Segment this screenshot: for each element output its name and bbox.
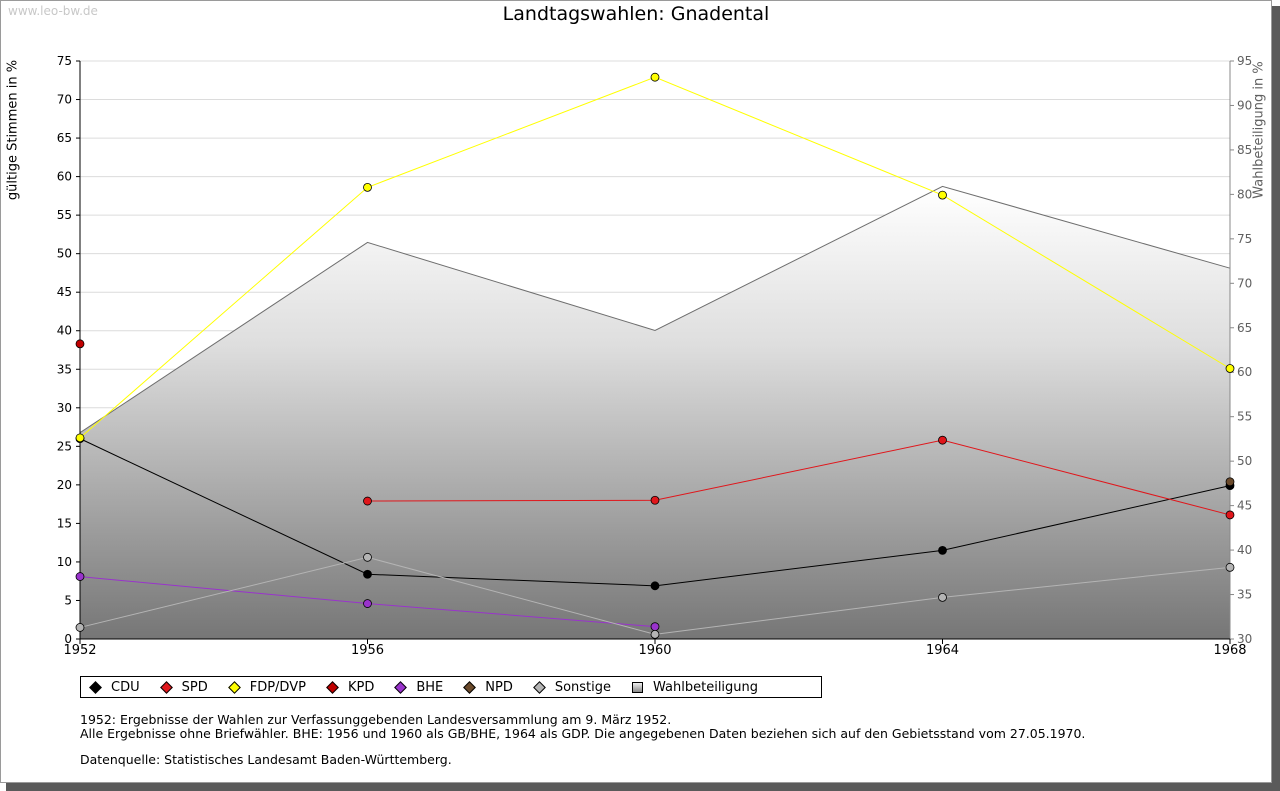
legend-item-bhe: BHE <box>394 680 443 695</box>
data-point-bhe <box>650 622 660 632</box>
legend-marker-icon <box>227 681 241 694</box>
data-source: Datenquelle: Statistisches Landesamt Bad… <box>80 752 452 767</box>
legend-item-kpd: KPD <box>326 680 374 695</box>
data-point-sonstige <box>75 623 85 632</box>
legend-marker-icon <box>394 681 408 694</box>
legend-item-wahlbeteiligung: Wahlbeteiligung <box>631 680 758 695</box>
y-tick-label: 10 <box>57 555 72 569</box>
legend-item-cdu: CDU <box>89 680 140 695</box>
data-point-bhe <box>75 572 85 581</box>
data-point-cdu <box>363 569 372 579</box>
y2-tick-label: 90 <box>1237 98 1252 112</box>
data-point-fdpdvp <box>75 433 85 443</box>
y-tick-label: 35 <box>57 362 72 376</box>
y-tick-label: 30 <box>57 401 72 415</box>
y2-tick-label: 55 <box>1237 410 1252 424</box>
legend-marker-icon <box>463 681 477 694</box>
legend-marker-icon <box>159 681 173 694</box>
legend-marker-icon <box>532 681 546 694</box>
y-tick-label: 70 <box>57 93 72 107</box>
footnote-line-1: 1952: Ergebnisse der Wahlen zur Verfassu… <box>80 712 672 727</box>
y-tick-label: 0 <box>64 632 72 646</box>
y2-tick-label: 85 <box>1237 143 1252 157</box>
data-point-fdpdvp <box>650 72 660 82</box>
x-tick-label: 1956 <box>351 643 384 658</box>
legend: CDU SPD FDP/DVP KPD BHE NPD Sonstige Wah… <box>80 676 822 698</box>
data-point-fdpdvp <box>363 182 372 192</box>
y-tick-label: 55 <box>57 208 72 222</box>
data-point-fdpdvp <box>938 190 947 200</box>
y-tick-label: 20 <box>57 478 72 492</box>
y-tick-label: 40 <box>57 324 72 338</box>
watermark: www.leo-bw.de <box>8 4 98 18</box>
legend-label: FDP/DVP <box>249 679 306 695</box>
data-point-sonstige <box>363 552 372 562</box>
y-tick-label: 15 <box>57 516 72 530</box>
data-point-sonstige <box>1225 562 1235 572</box>
y-tick-label: 50 <box>57 247 72 261</box>
legend-label: Sonstige <box>554 679 612 695</box>
legend-marker-icon <box>326 681 339 694</box>
y2-tick-label: 75 <box>1237 232 1252 246</box>
y2-tick-label: 50 <box>1237 454 1252 468</box>
y2-tick-label: 35 <box>1237 588 1252 602</box>
x-tick-label: 1964 <box>926 643 959 658</box>
data-point-spd <box>938 435 947 445</box>
legend-item-sonstige: Sonstige <box>532 679 612 695</box>
turnout-line <box>79 185 1231 434</box>
chart-title: Landtagswahlen: Gnadental <box>502 3 770 25</box>
data-point-sonstige <box>938 592 947 602</box>
turnout-area <box>80 186 1230 640</box>
data-point-kpd <box>75 339 85 349</box>
y2-tick-label: 30 <box>1237 632 1252 646</box>
frame-shadow-right <box>1272 6 1280 791</box>
y-tick-label: 60 <box>57 170 72 184</box>
x-tick-label: 1968 <box>1213 643 1246 658</box>
legend-item-spd: SPD <box>159 679 208 695</box>
footnotes: 1952: Ergebnisse der Wahlen zur Verfassu… <box>80 713 1085 767</box>
y2-tick-label: 40 <box>1237 543 1252 557</box>
y-tick-label: 45 <box>57 285 72 299</box>
data-point-npd <box>1225 477 1235 487</box>
legend-label: NPD <box>485 679 513 695</box>
series-line-spd <box>367 439 1231 516</box>
y-tick-label: 5 <box>64 593 72 607</box>
legend-area-icon <box>632 682 644 693</box>
data-point-cdu <box>650 581 660 591</box>
y2-tick-label: 70 <box>1237 276 1252 290</box>
y2-tick-label: 95 <box>1237 54 1252 68</box>
y2-tick-label: 65 <box>1237 321 1252 335</box>
y-tick-label: 25 <box>57 439 72 453</box>
legend-label: BHE <box>416 679 444 695</box>
data-point-bhe <box>363 599 372 608</box>
x-tick-label: 1960 <box>638 643 671 658</box>
y-tick-label: 75 <box>57 54 72 68</box>
y2-tick-label: 60 <box>1237 365 1252 379</box>
legend-marker-icon <box>89 681 102 694</box>
y-tick-label: 65 <box>57 131 72 145</box>
legend-label: CDU <box>111 679 140 695</box>
legend-label: Wahlbeteiligung <box>653 679 759 695</box>
data-point-cdu <box>938 545 947 555</box>
data-point-sonstige <box>650 629 660 639</box>
y2-tick-label: 45 <box>1237 499 1252 513</box>
data-point-spd <box>363 496 372 506</box>
data-point-spd <box>650 495 660 505</box>
legend-item-fdp: FDP/DVP <box>227 679 306 695</box>
footnote-line-2: Alle Ergebnisse ohne Briefwähler. BHE: 1… <box>80 726 1086 741</box>
legend-item-npd: NPD <box>463 680 513 695</box>
data-point-spd <box>1225 510 1235 520</box>
x-tick-label: 1952 <box>63 643 96 658</box>
legend-label: KPD <box>347 679 375 695</box>
legend-label: SPD <box>181 679 208 695</box>
y2-tick-label: 80 <box>1237 187 1252 201</box>
frame-shadow-bottom <box>6 783 1280 791</box>
data-point-fdpdvp <box>1225 364 1235 373</box>
